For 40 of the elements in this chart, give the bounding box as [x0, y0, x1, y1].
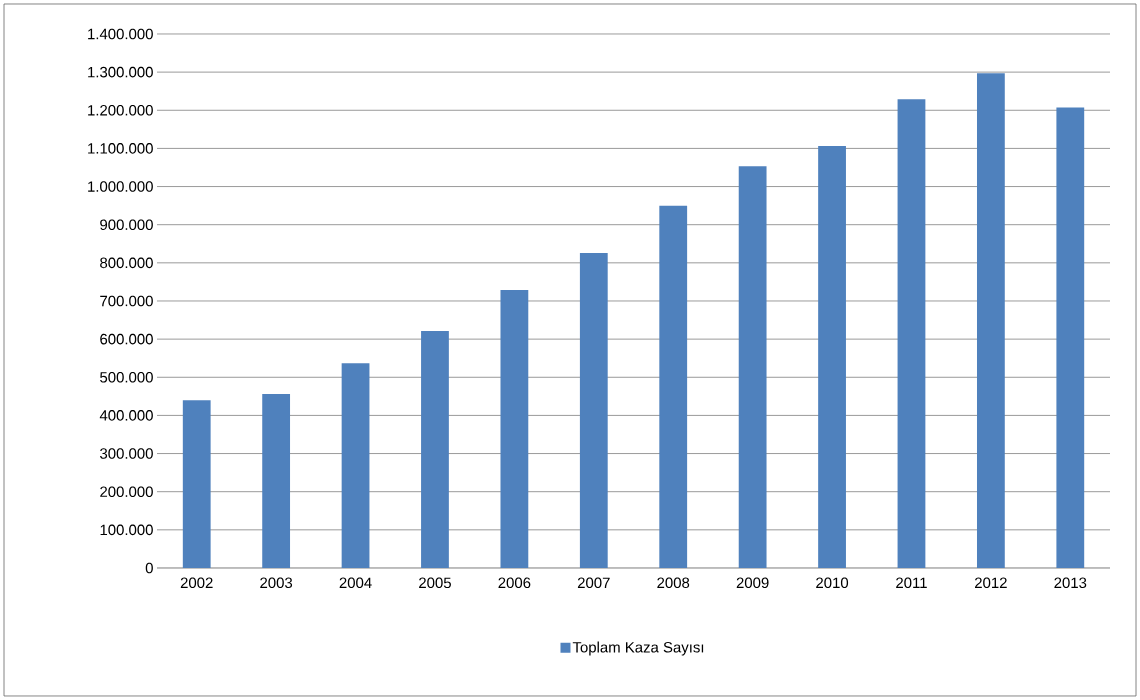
x-tick-label: 2007: [577, 577, 610, 589]
x-tick-label: 2010: [816, 577, 849, 589]
x-tick-label: 2008: [657, 577, 690, 589]
x-tick-label: 2012: [975, 577, 1007, 589]
legend-label: Toplam Kaza Sayısı: [572, 641, 704, 656]
y-tick-label: 1.300.000: [88, 66, 153, 78]
y-tick-label: 1.200.000: [88, 104, 153, 116]
x-tick-label: 2009: [736, 577, 769, 589]
x-tick-label: 2006: [498, 577, 531, 589]
y-tick-label: 100.000: [100, 524, 153, 536]
y-tick-label: 0: [145, 562, 153, 574]
bar: [421, 331, 449, 568]
bar: [659, 205, 688, 568]
y-tick-label: 300.000: [100, 448, 153, 459]
x-tick-label: 2005: [419, 577, 451, 589]
x-tick-label: 2011: [896, 577, 927, 589]
bar: [818, 146, 846, 568]
bar: [738, 166, 767, 568]
bar: [182, 400, 211, 568]
bar: [341, 363, 370, 568]
bar: [897, 99, 926, 568]
bar: [976, 73, 1005, 568]
x-tick-label: 2002: [180, 577, 213, 589]
y-tick-label: 200.000: [100, 486, 153, 497]
y-tick-label: 400.000: [99, 410, 153, 421]
bar: [579, 252, 608, 568]
bar: [262, 394, 291, 568]
bar: [1056, 107, 1085, 568]
x-tick-label: 2004: [339, 577, 372, 589]
y-tick-label: 1.400.000: [88, 28, 153, 40]
y-tick-label: 900.000: [100, 219, 153, 230]
y-tick-label: 1.000.000: [88, 181, 153, 192]
y-tick-label: 1.100.000: [88, 143, 153, 154]
y-tick-label: 800.000: [100, 257, 153, 269]
y-tick-label: 600.000: [100, 333, 153, 345]
bar: [500, 289, 529, 568]
y-tick-label: 500.000: [100, 371, 153, 383]
x-tick-label: 2003: [260, 577, 293, 589]
x-tick-label: 2013: [1054, 577, 1087, 589]
y-tick-label: 700.000: [100, 295, 153, 307]
